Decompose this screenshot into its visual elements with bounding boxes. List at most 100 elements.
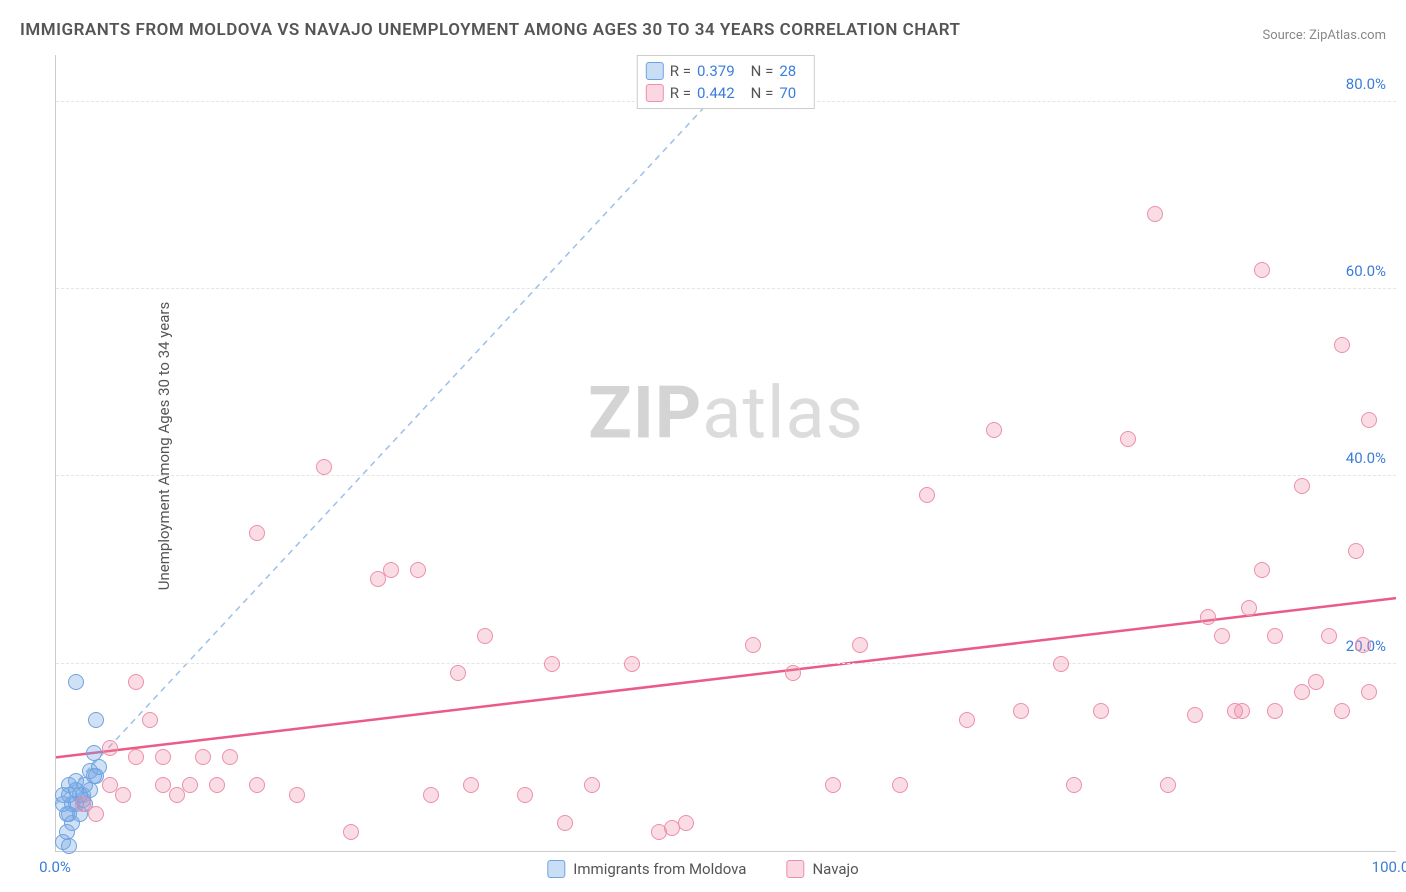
- pink-data-point: [128, 749, 144, 765]
- legend-top: R = 0.379 N = 28 R = 0.442 N = 70: [637, 55, 815, 109]
- pink-data-point: [892, 777, 908, 793]
- plot-area: ZIPatlas 20.0%40.0%60.0%80.0% R = 0.379 …: [55, 55, 1396, 852]
- x-tick-label: 100.0%: [1372, 858, 1406, 876]
- pink-data-point: [102, 740, 118, 756]
- pink-data-point: [1187, 707, 1203, 723]
- blue-data-point: [88, 712, 104, 728]
- legend-bottom: Immigrants from Moldova Navajo: [547, 860, 858, 878]
- swatch-blue-icon: [547, 860, 565, 878]
- pink-data-point: [1321, 628, 1337, 644]
- blue-data-point: [91, 759, 107, 775]
- pink-data-point: [477, 628, 493, 644]
- pink-data-point: [1200, 609, 1216, 625]
- pink-trend-line: [56, 598, 1396, 757]
- pink-data-point: [825, 777, 841, 793]
- pink-data-point: [678, 815, 694, 831]
- pink-data-point: [155, 749, 171, 765]
- y-tick-label: 60.0%: [1346, 262, 1386, 280]
- pink-data-point: [1294, 478, 1310, 494]
- chart-title: IMMIGRANTS FROM MOLDOVA VS NAVAJO UNEMPL…: [20, 20, 961, 40]
- n-label: N =: [751, 62, 774, 80]
- pink-data-point: [1334, 337, 1350, 353]
- pink-data-point: [1267, 703, 1283, 719]
- n-value: 28: [779, 62, 796, 80]
- r-label: R =: [670, 84, 691, 102]
- r-value: 0.379: [697, 62, 735, 80]
- pink-data-point: [919, 487, 935, 503]
- pink-data-point: [1160, 777, 1176, 793]
- pink-data-point: [544, 656, 560, 672]
- legend-label: Immigrants from Moldova: [573, 860, 746, 878]
- grid-line: [56, 288, 1396, 289]
- pink-data-point: [1254, 562, 1270, 578]
- pink-data-point: [1013, 703, 1029, 719]
- pink-data-point: [1241, 600, 1257, 616]
- grid-line: [56, 475, 1396, 476]
- pink-data-point: [959, 712, 975, 728]
- trend-lines: [56, 55, 1396, 851]
- plot-inner: 20.0%40.0%60.0%80.0%: [56, 55, 1396, 851]
- y-tick-label: 40.0%: [1346, 449, 1386, 467]
- legend-row-blue: R = 0.379 N = 28: [646, 60, 806, 82]
- pink-data-point: [249, 525, 265, 541]
- pink-data-point: [517, 787, 533, 803]
- pink-data-point: [142, 712, 158, 728]
- pink-data-point: [745, 637, 761, 653]
- pink-data-point: [289, 787, 305, 803]
- pink-data-point: [1348, 543, 1364, 559]
- legend-item-moldova: Immigrants from Moldova: [547, 860, 746, 878]
- pink-data-point: [1120, 431, 1136, 447]
- blue-data-point: [61, 838, 77, 854]
- pink-data-point: [852, 637, 868, 653]
- y-tick-label: 80.0%: [1346, 75, 1386, 93]
- swatch-pink-icon: [786, 860, 804, 878]
- pink-data-point: [1361, 412, 1377, 428]
- legend-label: Navajo: [812, 860, 858, 878]
- pink-data-point: [195, 749, 211, 765]
- pink-data-point: [209, 777, 225, 793]
- swatch-pink-icon: [646, 84, 664, 102]
- pink-data-point: [450, 665, 466, 681]
- pink-data-point: [316, 459, 332, 475]
- pink-data-point: [182, 777, 198, 793]
- x-tick-label: 0.0%: [39, 858, 71, 876]
- pink-data-point: [1254, 262, 1270, 278]
- pink-data-point: [557, 815, 573, 831]
- pink-data-point: [222, 749, 238, 765]
- pink-data-point: [128, 674, 144, 690]
- pink-data-point: [1214, 628, 1230, 644]
- pink-data-point: [423, 787, 439, 803]
- blue-trend-line: [56, 55, 753, 804]
- pink-data-point: [463, 777, 479, 793]
- pink-data-point: [343, 824, 359, 840]
- pink-data-point: [1355, 637, 1371, 653]
- pink-data-point: [1308, 674, 1324, 690]
- pink-data-point: [1093, 703, 1109, 719]
- blue-data-point: [68, 674, 84, 690]
- pink-data-point: [986, 422, 1002, 438]
- grid-line: [56, 663, 1396, 664]
- pink-data-point: [88, 806, 104, 822]
- legend-row-pink: R = 0.442 N = 70: [646, 82, 806, 104]
- pink-data-point: [1334, 703, 1350, 719]
- n-label: N =: [751, 84, 774, 102]
- pink-data-point: [249, 777, 265, 793]
- pink-data-point: [785, 665, 801, 681]
- pink-data-point: [1147, 206, 1163, 222]
- legend-item-navajo: Navajo: [786, 860, 858, 878]
- pink-data-point: [624, 656, 640, 672]
- pink-data-point: [584, 777, 600, 793]
- n-value: 70: [779, 84, 796, 102]
- source-attribution: Source: ZipAtlas.com: [1262, 28, 1386, 43]
- pink-data-point: [1267, 628, 1283, 644]
- pink-data-point: [115, 787, 131, 803]
- r-label: R =: [670, 62, 691, 80]
- r-value: 0.442: [697, 84, 735, 102]
- pink-data-point: [1234, 703, 1250, 719]
- swatch-blue-icon: [646, 62, 664, 80]
- pink-data-point: [410, 562, 426, 578]
- pink-data-point: [1053, 656, 1069, 672]
- pink-data-point: [383, 562, 399, 578]
- pink-data-point: [1361, 684, 1377, 700]
- pink-data-point: [1066, 777, 1082, 793]
